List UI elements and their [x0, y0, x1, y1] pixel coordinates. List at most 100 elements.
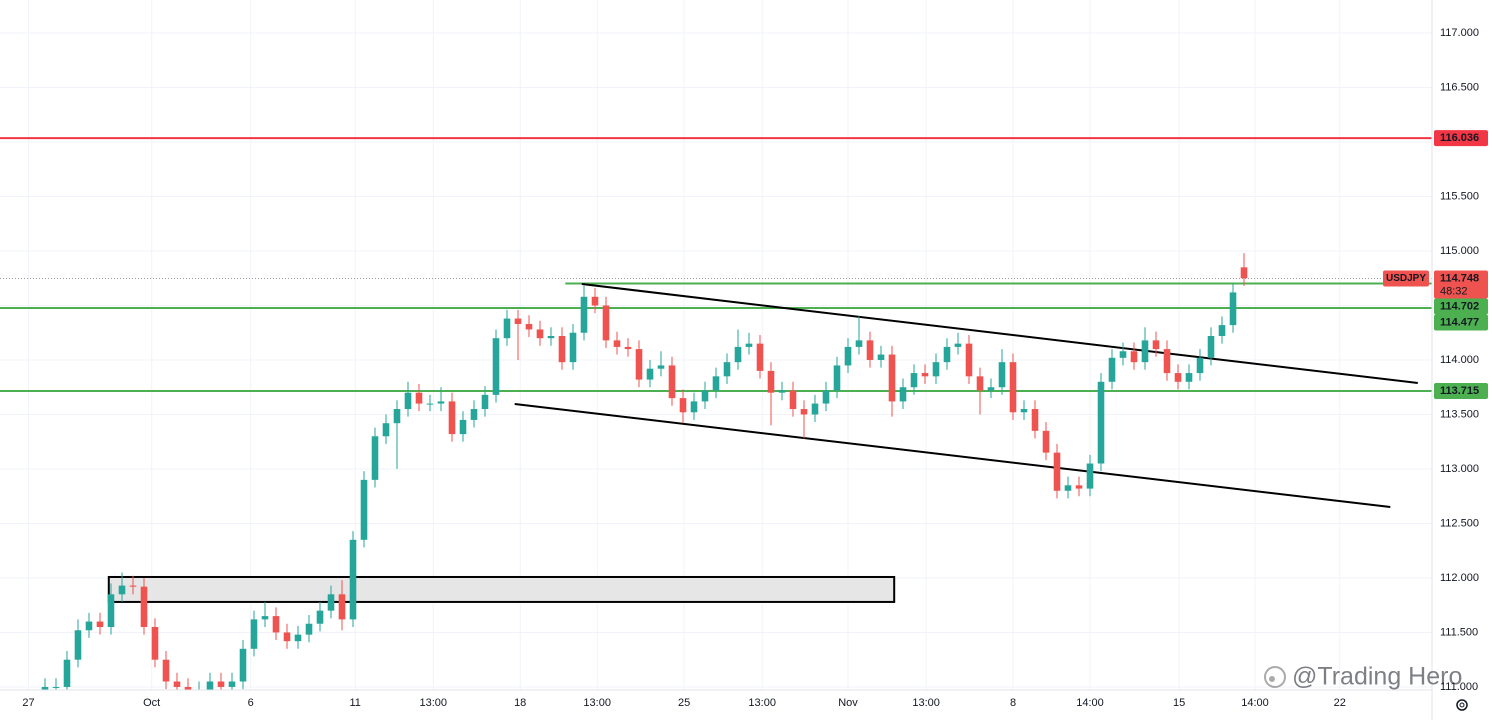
- symbol-box: [1383, 270, 1429, 287]
- candle-body: [272, 616, 280, 633]
- candle-body: [998, 362, 1006, 388]
- candle-body: [129, 585, 137, 587]
- candle-body: [1108, 357, 1116, 382]
- candle-body: [855, 340, 863, 347]
- candle-body: [536, 329, 544, 339]
- candle-body: [305, 623, 313, 635]
- candle-body: [1086, 463, 1094, 489]
- candle-body: [602, 305, 610, 341]
- axes: 117.000116.500116.000115.500115.000114.5…: [22, 27, 1488, 709]
- x-tick-label: 27: [22, 697, 34, 709]
- y-tick-label: 117.000: [1440, 27, 1479, 39]
- candle-body: [910, 373, 918, 388]
- x-tick-label: 18: [514, 697, 526, 709]
- symbol-label: USDJPY: [1386, 273, 1426, 284]
- candle-body: [52, 686, 60, 688]
- candle-body: [943, 346, 951, 363]
- candle-body: [96, 621, 104, 628]
- candle-body: [844, 346, 852, 366]
- candle-body: [635, 349, 643, 380]
- x-tick-label: 13:00: [583, 697, 611, 709]
- x-tick-label: 15: [1173, 697, 1185, 709]
- candle-body: [404, 392, 412, 410]
- x-tick-label: Nov: [838, 697, 858, 709]
- candle-body: [1130, 351, 1138, 363]
- x-tick-label: Oct: [143, 697, 160, 709]
- x-tick-label: 25: [678, 697, 690, 709]
- candle-body: [437, 401, 445, 404]
- level-label-box: [1434, 314, 1488, 331]
- x-tick-label: 13:00: [420, 697, 448, 709]
- candle-body: [976, 376, 984, 391]
- level-label-box: [1434, 383, 1488, 400]
- candle-body: [965, 343, 973, 377]
- candle-body: [316, 610, 324, 624]
- candle-body: [250, 619, 258, 649]
- candle-body: [767, 370, 775, 393]
- candle-body: [1020, 409, 1028, 413]
- candle-body: [723, 362, 731, 377]
- y-tick-label: 115.000: [1440, 245, 1479, 257]
- trend-line: [581, 283, 1418, 384]
- candle-body: [888, 354, 896, 402]
- y-tick-label: 113.500: [1440, 408, 1479, 420]
- level-label: 114.477: [1440, 316, 1479, 328]
- candle-body: [646, 368, 654, 380]
- candle-body: [162, 659, 170, 682]
- candle-body: [734, 346, 742, 363]
- candle-body: [800, 409, 808, 415]
- candle-body: [74, 630, 82, 660]
- countdown-label: 48:32: [1440, 285, 1468, 297]
- level-label-box: [1434, 130, 1488, 147]
- candle-body: [448, 401, 456, 435]
- candle-body: [701, 390, 709, 402]
- candle-body: [833, 365, 841, 391]
- settings-button[interactable]: [1456, 699, 1468, 711]
- candle-body: [140, 586, 148, 628]
- candle-body: [1053, 452, 1061, 491]
- candle-body: [756, 343, 764, 371]
- y-tick-label: 112.000: [1440, 572, 1479, 584]
- x-tick-label: 6: [248, 697, 254, 709]
- y-tick-label: 112.500: [1440, 517, 1479, 529]
- candle-body: [206, 681, 214, 690]
- x-tick-label: 13:00: [912, 697, 940, 709]
- candle-body: [613, 340, 621, 347]
- candle-body: [987, 387, 995, 391]
- candle-body: [525, 324, 533, 330]
- candle-body: [283, 632, 291, 642]
- candle-body: [1075, 485, 1083, 489]
- candle-body: [151, 627, 159, 660]
- candle-body: [932, 362, 940, 377]
- candle-body: [294, 634, 302, 642]
- candle-body: [503, 318, 511, 339]
- settings-icon[interactable]: [1456, 699, 1468, 711]
- candle-body: [173, 681, 181, 687]
- watermark-logo: [1264, 666, 1286, 688]
- candle-body: [668, 365, 676, 399]
- candle-body: [415, 392, 423, 404]
- candle-body: [184, 686, 192, 690]
- candle-body: [1174, 373, 1182, 382]
- watermark-text: @Trading Hero: [1292, 663, 1462, 691]
- settings-icon-center[interactable]: [1459, 702, 1465, 708]
- plot-area: [0, 137, 1432, 690]
- y-tick-label: 111.500: [1440, 626, 1478, 638]
- candle-body: [591, 296, 599, 306]
- candle-body: [789, 390, 797, 410]
- x-tick-label: 13:00: [748, 697, 776, 709]
- trend-line: [514, 403, 1391, 509]
- candle-body: [1064, 485, 1072, 491]
- candle-body: [1152, 340, 1160, 350]
- candle-body: [547, 336, 555, 339]
- y-tick-label: 111.000: [1440, 681, 1478, 693]
- candle-body: [371, 436, 379, 480]
- candle-body: [118, 585, 126, 595]
- last-price-box: [1434, 270, 1488, 299]
- candle-body: [811, 403, 819, 415]
- candle-body: [481, 394, 489, 410]
- candle-body: [679, 398, 687, 413]
- candle-body: [1185, 373, 1193, 382]
- candle-body: [470, 409, 478, 420]
